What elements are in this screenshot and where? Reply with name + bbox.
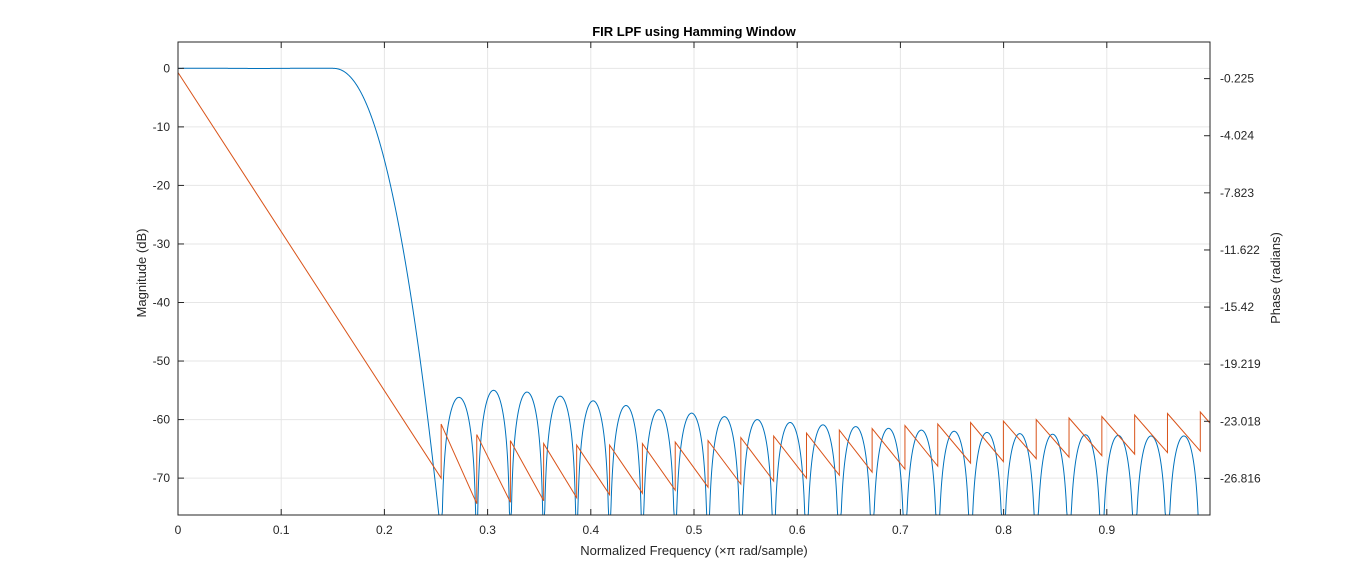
x-tick-label: 0.7 [892,523,909,537]
y-axis-label-right: Phase (radians) [1268,232,1283,324]
y-tick-label-right: -4.024 [1220,129,1254,143]
y-tick-label-left: -30 [153,237,171,251]
x-tick-label: 0.9 [1098,523,1115,537]
x-tick-label: 0.1 [273,523,290,537]
x-tick-label: 0.3 [479,523,496,537]
ticks: 0 0.1 0.2 0.3 0.4 0.5 0.6 0.7 0.8 0.9 0 -10 -20 -30 -4… [153,42,1261,537]
y-tick-label-left: -70 [153,471,171,485]
y-tick-label-left: 0 [163,61,170,75]
y-tick-label-left: -10 [153,120,171,134]
y-tick-label-right: -11.622 [1220,243,1260,257]
y-tick-label-left: -60 [153,413,171,427]
grid [177,42,1210,515]
y-tick-label-left: -20 [153,178,171,192]
x-tick-label: 0.5 [686,523,703,537]
x-tick-label: 0.6 [789,523,806,537]
y-tick-label-right: -26.816 [1220,471,1261,485]
phase-line [177,72,1211,504]
y-tick-label-right: -0.225 [1220,72,1254,86]
y-tick-label-right: -7.823 [1220,186,1254,200]
phase-series [177,72,1211,504]
chart-title: FIR LPF using Hamming Window [592,24,796,39]
y-tick-label-left: -50 [153,354,171,368]
x-axis-label: Normalized Frequency (×π rad/sample) [580,543,808,558]
x-tick-label: 0 [175,523,182,537]
x-tick-label: 0.8 [995,523,1012,537]
y-tick-label-left: -40 [153,296,171,310]
x-tick-label: 0.2 [376,523,393,537]
x-tick-label: 0.4 [582,523,599,537]
y-tick-label-right: -23.018 [1220,414,1261,428]
y-tick-label-right: -19.219 [1220,357,1261,371]
y-tick-label-right: -15.42 [1220,300,1254,314]
y-axis-label-left: Magnitude (dB) [134,229,149,318]
